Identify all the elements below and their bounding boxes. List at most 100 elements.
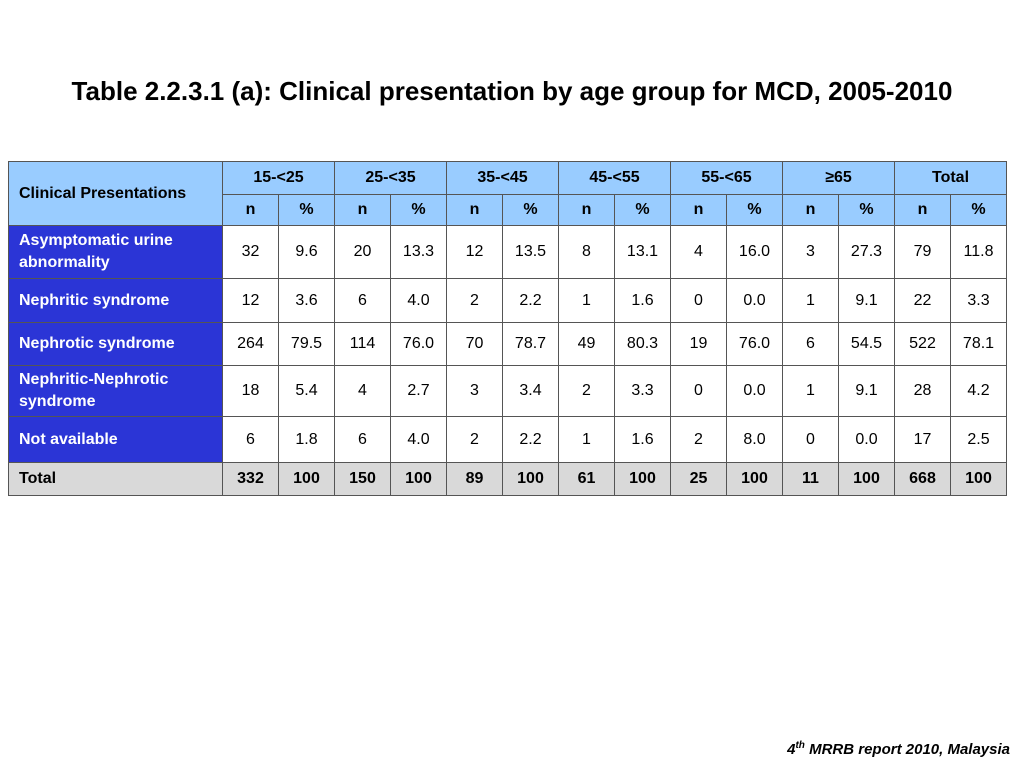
count-subheader: n (558, 194, 615, 226)
table-cell: 1 (782, 278, 839, 323)
table-row: Nephrotic syndrome 264 79.5 114 76.0 70 78.7 49… (8, 322, 1007, 366)
total-cell: 25 (670, 462, 727, 496)
table-cell: 12 (222, 278, 279, 323)
table-cell: 13.1 (614, 225, 671, 279)
table-cell: 12 (446, 225, 503, 279)
percent-subheader: % (278, 194, 335, 226)
percent-subheader: % (614, 194, 671, 226)
total-cell: 100 (726, 462, 783, 496)
percent-subheader: % (502, 194, 559, 226)
table-cell: 6 (334, 278, 391, 323)
total-cell: 100 (390, 462, 447, 496)
table-cell: 22 (894, 278, 951, 323)
table-cell: 0.0 (838, 416, 895, 463)
row-label: Nephritic-Nephrotic syndrome (8, 365, 223, 417)
table-cell: 522 (894, 322, 951, 366)
row-label: Nephritic syndrome (8, 278, 223, 323)
footer-ordinal-suffix: th (795, 740, 805, 751)
percent-subheader: % (950, 194, 1007, 226)
table-cell: 27.3 (838, 225, 895, 279)
age-group-header: Total (894, 161, 1007, 195)
count-subheader: n (334, 194, 391, 226)
table-cell: 1.6 (614, 416, 671, 463)
table-cell: 54.5 (838, 322, 895, 366)
table-cell: 0.0 (726, 365, 783, 417)
table-cell: 264 (222, 322, 279, 366)
count-subheader: n (782, 194, 839, 226)
table-row: Nephritic syndrome 12 3.6 6 4.0 2 2.2 1 1.6 0 0.0 1… (8, 278, 1007, 323)
table-cell: 78.7 (502, 322, 559, 366)
header-group-row: Clinical Presentations 15-<25 25-<35 35-<4… (8, 161, 1007, 226)
footer-source: 4th MRRB report 2010, Malaysia (787, 740, 1010, 758)
table-cell: 13.3 (390, 225, 447, 279)
total-cell: 100 (838, 462, 895, 496)
table-cell: 6 (782, 322, 839, 366)
age-group-header: 15-<25 (222, 161, 335, 195)
total-cell: 332 (222, 462, 279, 496)
footer-text: MRRB report 2010, Malaysia (804, 741, 1010, 758)
table-cell: 2 (446, 416, 503, 463)
table-cell: 80.3 (614, 322, 671, 366)
table-cell: 1.8 (278, 416, 335, 463)
table-row: Not available 6 1.8 6 4.0 2 2.2 1 1.6 2 8.0 0 0.0 17 2… (8, 416, 1007, 463)
table-cell: 79.5 (278, 322, 335, 366)
table-cell: 1 (782, 365, 839, 417)
table-cell: 1.6 (614, 278, 671, 323)
table-cell: 3.4 (502, 365, 559, 417)
count-subheader: n (446, 194, 503, 226)
table-cell: 16.0 (726, 225, 783, 279)
table-cell: 114 (334, 322, 391, 366)
table-cell: 28 (894, 365, 951, 417)
table-cell: 49 (558, 322, 615, 366)
table-cell: 20 (334, 225, 391, 279)
table-cell: 6 (222, 416, 279, 463)
table-cell: 3 (782, 225, 839, 279)
row-label: Nephrotic syndrome (8, 322, 223, 366)
table-cell: 2.7 (390, 365, 447, 417)
count-subheader: n (222, 194, 279, 226)
age-group-header: 25-<35 (334, 161, 447, 195)
total-cell: 100 (614, 462, 671, 496)
table-cell: 17 (894, 416, 951, 463)
table-cell: 9.1 (838, 278, 895, 323)
row-label: Asymptomatic urine abnormality (8, 225, 223, 279)
table-cell: 4.0 (390, 416, 447, 463)
percent-subheader: % (390, 194, 447, 226)
footer-ordinal-number: 4 (787, 741, 796, 758)
count-subheader: n (894, 194, 951, 226)
table-cell: 4 (334, 365, 391, 417)
age-group-header: ≥65 (782, 161, 895, 195)
age-group-header: 55-<65 (670, 161, 783, 195)
table-cell: 13.5 (502, 225, 559, 279)
table-cell: 9.1 (838, 365, 895, 417)
header-sub-row: n% n% n% n% n% n% n% (9, 194, 1007, 226)
table-cell: 4.2 (950, 365, 1007, 417)
table-cell: 32 (222, 225, 279, 279)
table-cell: 9.6 (278, 225, 335, 279)
percent-subheader: % (838, 194, 895, 226)
table-cell: 1 (558, 278, 615, 323)
table-cell: 2 (670, 416, 727, 463)
table-cell: 3.3 (950, 278, 1007, 323)
table-body: Asymptomatic urine abnormality 32 9.6 20 13.… (8, 225, 1007, 496)
percent-subheader: % (726, 194, 783, 226)
table-cell: 5.4 (278, 365, 335, 417)
age-group-header: 35-<45 (446, 161, 559, 195)
total-row: Total 332 100 150 100 89 100 61 100 25 100 11 100 668… (8, 462, 1007, 496)
table-cell: 6 (334, 416, 391, 463)
table-cell: 3.6 (278, 278, 335, 323)
total-cell: 89 (446, 462, 503, 496)
total-cell: 100 (502, 462, 559, 496)
page-title: Table 2.2.3.1 (a): Clinical presentation… (71, 76, 953, 106)
total-cell: 668 (894, 462, 951, 496)
table-row: Nephritic-Nephrotic syndrome 18 5.4 4 2.7 3 3.… (8, 365, 1007, 417)
total-cell: 150 (334, 462, 391, 496)
data-table: Clinical Presentations 15-<25 25-<35 35-<4… (8, 161, 1007, 496)
table-cell: 2 (446, 278, 503, 323)
table-cell: 4.0 (390, 278, 447, 323)
table-cell: 0 (670, 278, 727, 323)
table-cell: 76.0 (726, 322, 783, 366)
table-cell: 2 (558, 365, 615, 417)
table-cell: 0 (782, 416, 839, 463)
total-label: Total (8, 462, 223, 496)
